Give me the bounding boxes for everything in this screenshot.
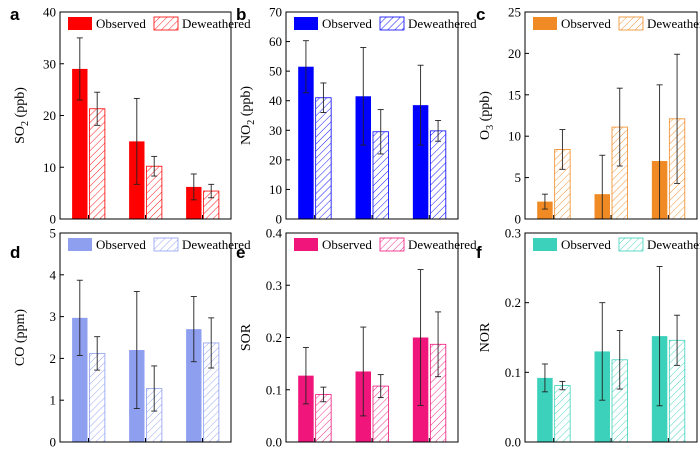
legend-swatch-deweathered: [153, 16, 179, 31]
y-tick-label: 0: [50, 435, 57, 449]
y-tick-label: 10: [43, 160, 56, 175]
y-tick-label: 40: [43, 5, 56, 20]
y-tick-label: 0.0: [505, 435, 521, 449]
legend-swatch-observed: [294, 238, 318, 251]
legend-label-observed: Observed: [561, 16, 611, 31]
y-tick-label: 0.2: [505, 295, 521, 310]
y-tick-label: 0.0: [266, 435, 282, 449]
y-tick-label: 0: [276, 212, 283, 227]
bar-observed-3: [186, 186, 202, 219]
panel-e: 0.00.10.20.30.4NPhsSPhsNPnhsSORObservedD…: [236, 226, 477, 453]
y-tick-label: 25: [508, 5, 521, 20]
y-tick-label: 5: [515, 170, 522, 185]
y-tick-label: 60: [269, 34, 282, 49]
y-axis-label: NOR: [478, 322, 493, 352]
y-axis-label: SO2 (ppb): [13, 87, 31, 144]
legend-swatch-deweathered: [153, 237, 179, 252]
y-tick-label: 10: [508, 129, 521, 144]
legend-swatch-observed: [68, 238, 92, 251]
panel-f: 0.00.10.20.3NPhsSPhsNPnhsNORObservedDewe…: [476, 226, 700, 453]
panel-a: 0 10 20 30 40 SO2 (ppb) Observed Deweathered a: [10, 5, 251, 227]
bar-observed-3: [186, 329, 202, 442]
y-axis-label: O3 (ppb): [478, 91, 496, 140]
y-tick-label: 4: [50, 267, 57, 282]
y-axis-label: SOR: [239, 323, 254, 351]
panel-b: 0 10 20 30 40 50 60 70 NO2 (ppb) Observed Deweathe…: [236, 5, 477, 227]
y-tick-label: 50: [269, 64, 282, 79]
panel-letter: f: [476, 243, 482, 262]
y-tick-label: 0.4: [266, 226, 283, 241]
y-tick-label: 20: [43, 108, 56, 123]
panel-letter: c: [476, 5, 485, 24]
legend-swatch-observed: [68, 17, 92, 30]
legend-swatch-deweathered: [618, 237, 644, 252]
y-tick-label: 40: [269, 93, 282, 108]
y-tick-label: 1: [50, 393, 57, 408]
panel-letter: e: [236, 243, 245, 262]
legend-label-deweathered: Deweathered: [408, 16, 477, 31]
legend-swatch-deweathered: [379, 16, 405, 31]
panel-d: 012345NPhsSPhsNPnhsCO (ppm)ObservedDewea…: [10, 226, 251, 453]
y-tick-label: 0: [50, 212, 57, 227]
legend-label-observed: Observed: [322, 16, 372, 31]
y-axis-label: CO (ppm): [13, 309, 28, 367]
bar-observed-1: [72, 317, 88, 442]
y-tick-label: 20: [269, 152, 282, 167]
bar-observed-1: [298, 66, 314, 219]
panel-letter: b: [236, 5, 246, 24]
legend-label-observed: Observed: [96, 16, 146, 31]
bar-observed-1: [72, 68, 88, 219]
legend-swatch-deweathered: [618, 16, 644, 31]
y-tick-label: 30: [43, 56, 56, 71]
bar-observed-2: [355, 96, 371, 219]
legend-swatch-observed: [533, 17, 557, 30]
legend-label-deweathered: Deweathered: [182, 16, 251, 31]
legend-label-observed: Observed: [322, 237, 372, 252]
y-tick-label: 0.1: [266, 382, 282, 397]
y-tick-label: 0.1: [505, 365, 521, 380]
y-tick-label: 0.2: [266, 330, 282, 345]
y-tick-label: 70: [269, 5, 282, 20]
legend-label-observed: Observed: [96, 237, 146, 252]
bar-deweathered-1: [554, 385, 571, 443]
legend-label-deweathered: Deweathered: [408, 237, 477, 252]
panel-letter: d: [10, 243, 20, 262]
legend-label-observed: Observed: [561, 237, 611, 252]
bar-observed-1: [537, 377, 553, 442]
y-tick-label: 0.3: [505, 226, 521, 241]
legend-label-deweathered: Deweathered: [647, 237, 700, 252]
y-tick-label: 3: [50, 309, 57, 324]
legend-swatch-observed: [294, 17, 318, 30]
legend-label-deweathered: Deweathered: [647, 16, 700, 31]
bar-observed-1: [298, 375, 314, 442]
legend-swatch-deweathered: [379, 237, 405, 252]
y-tick-label: 0: [515, 212, 522, 227]
y-tick-label: 15: [508, 87, 521, 102]
y-tick-label: 30: [269, 123, 282, 138]
bar-observed-1: [537, 201, 553, 219]
panel-letter: a: [10, 5, 20, 24]
bar-deweathered-3: [429, 130, 447, 220]
legend-swatch-observed: [533, 238, 557, 251]
panel-c: 0 5 10 15 20 25 O3 (ppb) Observed Deweathered c: [476, 5, 700, 227]
y-tick-label: 20: [508, 46, 521, 61]
legend-label-deweathered: Deweathered: [182, 237, 251, 252]
y-tick-label: 10: [269, 182, 282, 197]
y-axis-label: NO2 (ppb): [239, 86, 257, 145]
bar-observed-3: [412, 105, 429, 219]
y-tick-label: 2: [50, 351, 57, 366]
y-tick-label: 5: [50, 226, 57, 241]
y-tick-label: 0.3: [266, 278, 282, 293]
bar-deweathered-1: [315, 97, 332, 220]
